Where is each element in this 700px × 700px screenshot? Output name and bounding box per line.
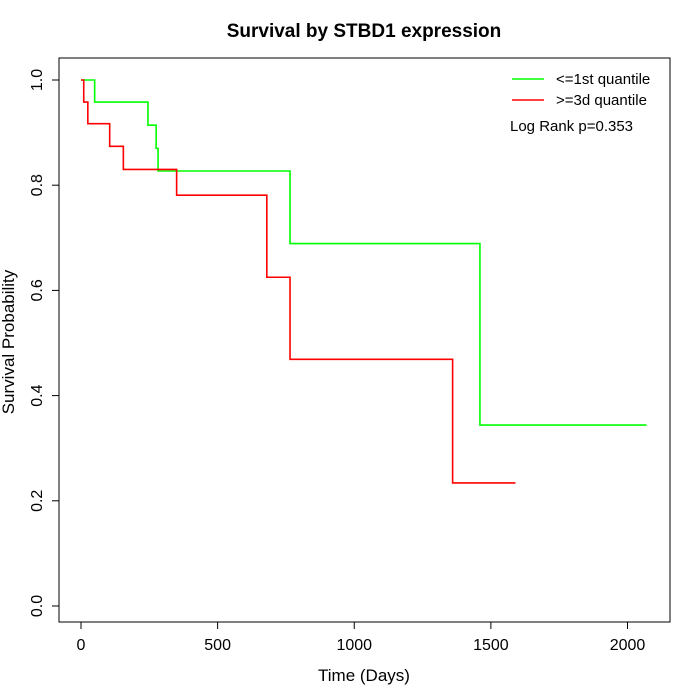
x-tick-label: 0	[77, 637, 86, 654]
y-tick-label: 0.2	[29, 490, 46, 512]
y-axis-label: Survival Probability	[0, 269, 18, 414]
chart-title: Survival by STBD1 expression	[227, 21, 502, 42]
x-tick-label: 2000	[610, 637, 646, 654]
log-rank-annotation: Log Rank p=0.353	[510, 118, 633, 135]
y-tick-label: 0.0	[29, 595, 46, 617]
x-axis: 0 500 1000 1500 2000	[77, 621, 646, 654]
series-line-0	[81, 79, 647, 426]
x-tick-label: 1500	[473, 637, 509, 654]
plot-frame	[58, 57, 671, 623]
x-axis-label: Time (Days)	[318, 666, 410, 685]
legend: <=1st quantile >=3d quantile	[512, 71, 650, 109]
y-tick-label: 0.6	[29, 279, 46, 301]
series-layer	[81, 79, 647, 484]
y-tick-label: 1.0	[29, 69, 46, 91]
y-tick-label: 0.4	[29, 384, 46, 406]
legend-label-1: >=3d quantile	[556, 92, 647, 109]
series-line-1	[81, 79, 516, 484]
x-tick-label: 500	[204, 637, 231, 654]
legend-label-0: <=1st quantile	[556, 71, 650, 88]
y-axis: 0.0 0.2 0.4 0.6 0.8 1.0	[29, 69, 60, 617]
x-tick-label: 1000	[336, 637, 372, 654]
y-tick-label: 0.8	[29, 174, 46, 196]
